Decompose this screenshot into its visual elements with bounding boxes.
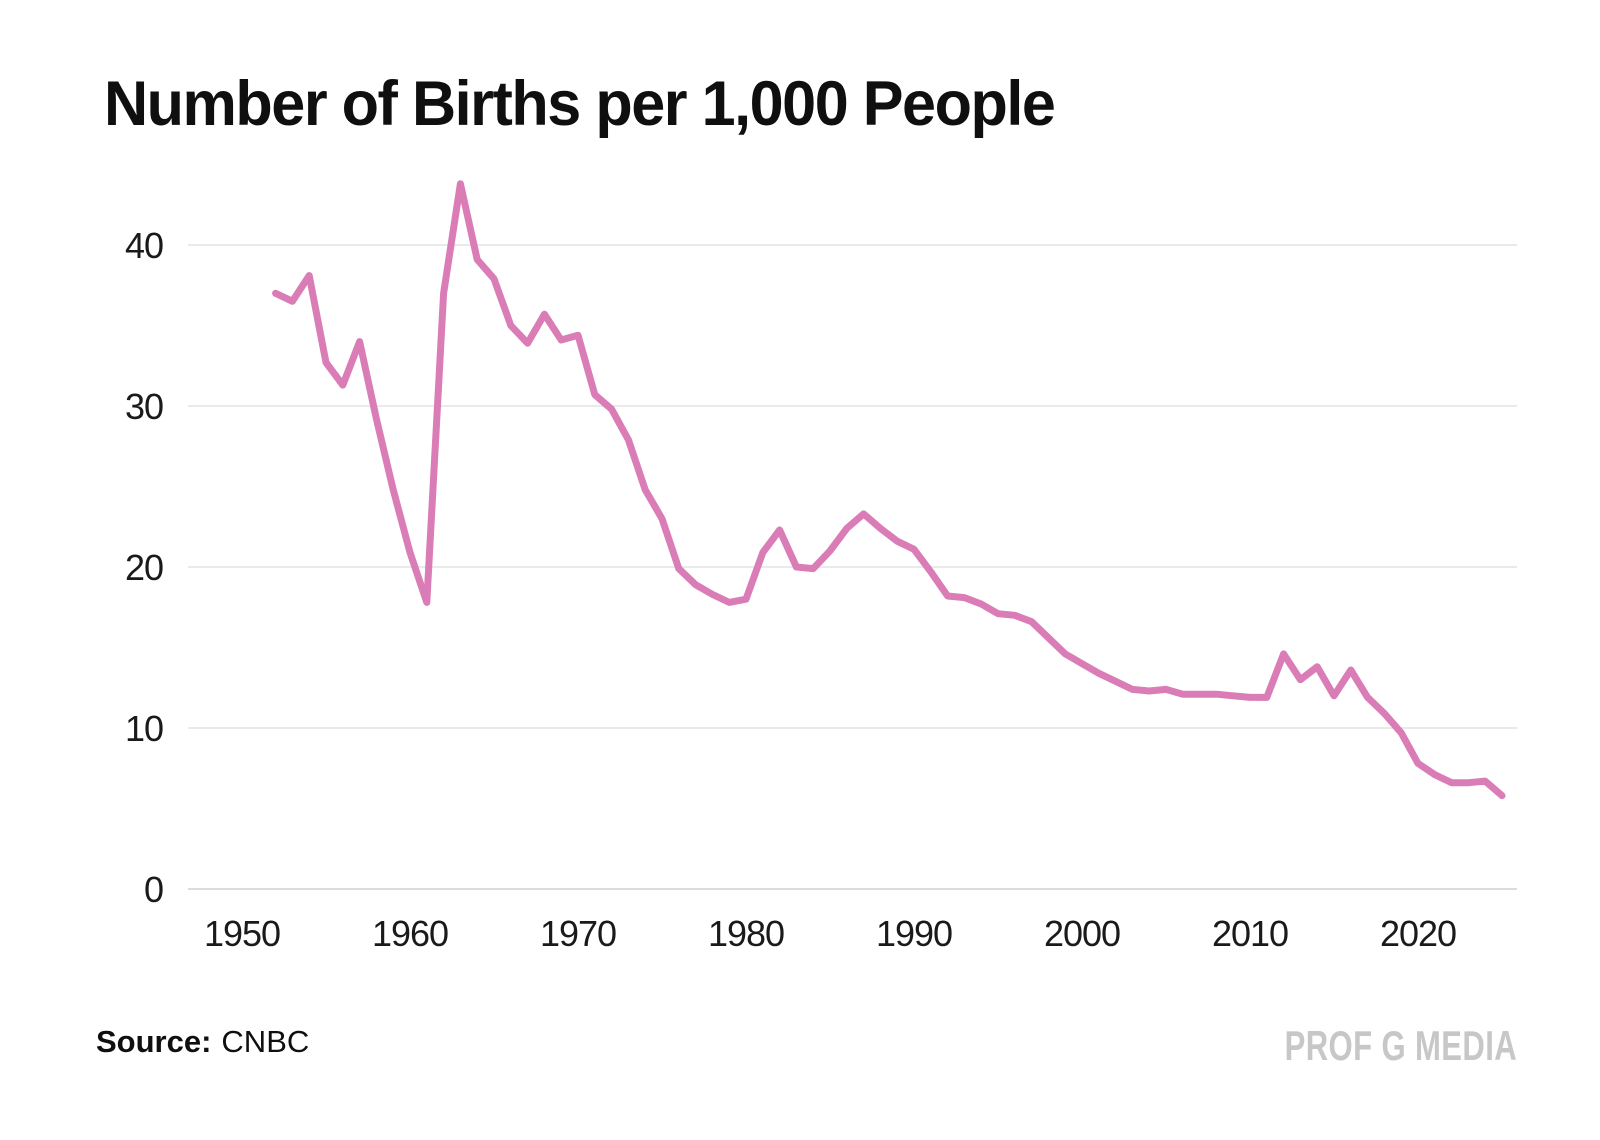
x-tick-label-2000: 2000 <box>1044 913 1120 954</box>
x-tick-label-1950: 1950 <box>204 913 280 954</box>
birth-rate-line <box>272 180 1506 800</box>
y-axis-tick-labels: 0 10 20 30 40 <box>125 225 164 910</box>
x-tick-label-1960: 1960 <box>372 913 448 954</box>
x-tick-label-2020: 2020 <box>1380 913 1456 954</box>
source-note: Source: CNBC <box>96 1024 309 1060</box>
source-value: CNBC <box>221 1024 310 1059</box>
prof-g-media-watermark: PROF G MEDIA <box>1284 1022 1517 1069</box>
y-tick-label-10: 10 <box>125 708 163 749</box>
x-tick-label-1970: 1970 <box>540 913 616 954</box>
x-axis-tick-labels: 1950 1960 1970 1980 1990 2000 2010 2020 <box>204 913 1457 954</box>
x-tick-label-1980: 1980 <box>708 913 784 954</box>
x-tick-label-2010: 2010 <box>1212 913 1288 954</box>
x-tick-label-1990: 1990 <box>876 913 952 954</box>
y-tick-label-30: 30 <box>125 386 163 427</box>
y-tick-label-40: 40 <box>125 225 163 266</box>
page-title: Number of Births per 1,000 People <box>104 69 1056 139</box>
source-label: Source: <box>96 1024 212 1059</box>
y-tick-label-0: 0 <box>144 869 163 910</box>
y-tick-label-20: 20 <box>125 547 163 588</box>
horizontal-gridlines <box>188 244 1517 890</box>
